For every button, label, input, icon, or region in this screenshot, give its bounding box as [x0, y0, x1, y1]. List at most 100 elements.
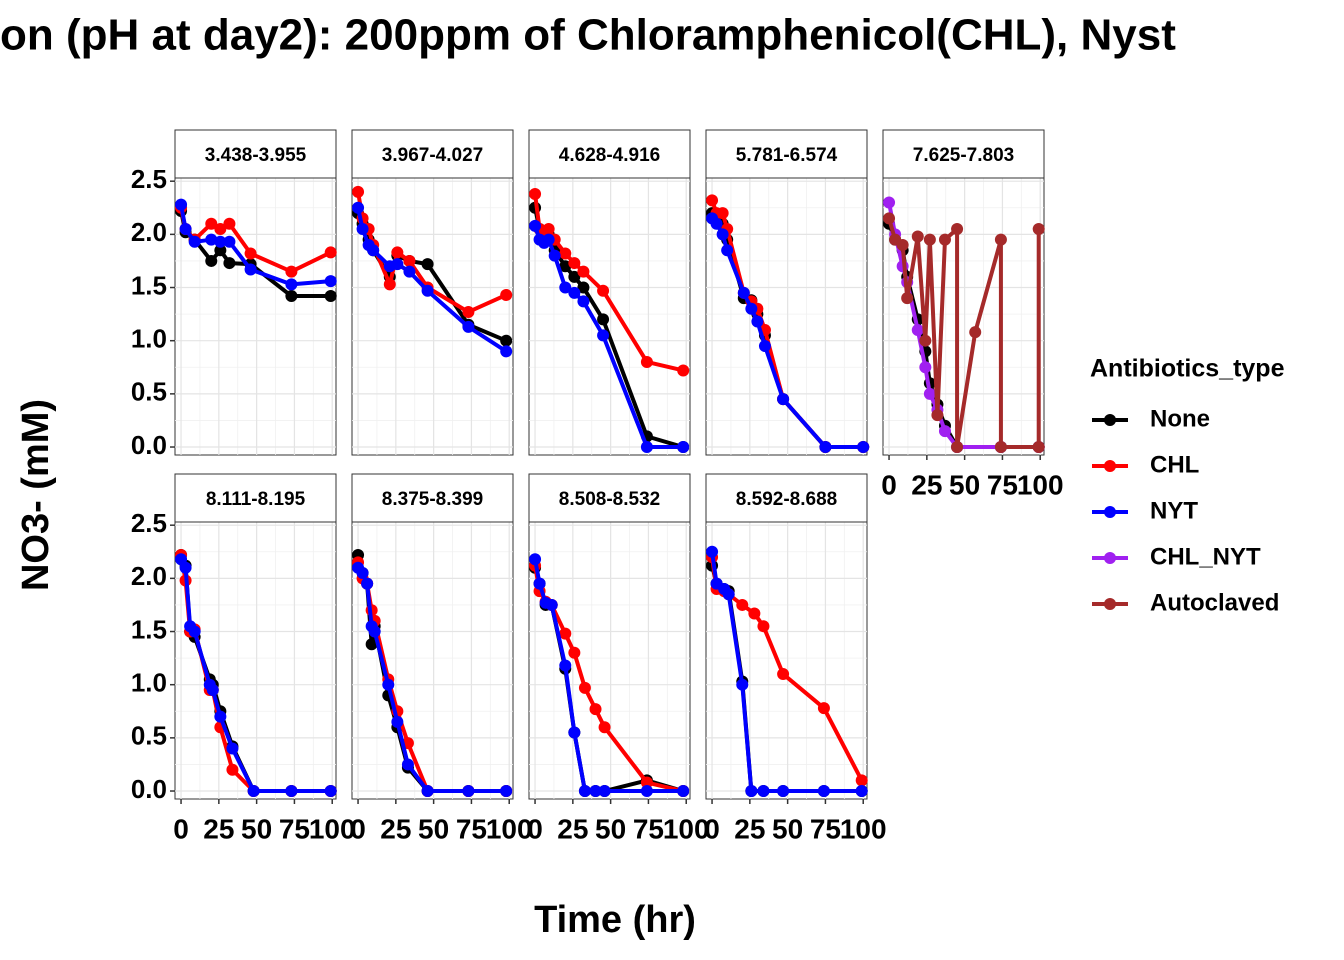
x-tick-label: 0 [173, 813, 189, 844]
data-point [1032, 441, 1045, 454]
data-point [857, 441, 870, 454]
data-point [188, 235, 201, 248]
legend-label: Autoclaved [1150, 589, 1279, 616]
data-point [737, 286, 750, 299]
legend-title: Antibiotics_type [1090, 355, 1285, 383]
data-point [640, 785, 653, 798]
data-point [736, 598, 749, 611]
data-point [736, 678, 749, 691]
data-point [559, 659, 572, 672]
strip-label: 8.375-8.399 [382, 489, 483, 510]
legend-marker [1104, 506, 1116, 518]
data-point [677, 364, 690, 377]
data-point [710, 217, 723, 230]
data-point [757, 620, 770, 633]
data-point [577, 295, 590, 308]
data-point [577, 281, 590, 294]
data-point [223, 217, 236, 230]
data-point [901, 292, 914, 305]
data-point [923, 233, 936, 246]
y-tick-label: 0.5 [131, 721, 167, 751]
data-point [533, 577, 546, 590]
strip-background [705, 473, 868, 523]
x-tick-label: 75 [456, 813, 487, 844]
y-tick-label: 0.0 [131, 430, 167, 460]
strip-background [174, 473, 337, 523]
data-point [205, 233, 218, 246]
panel-background [174, 521, 337, 800]
data-point [559, 247, 572, 260]
strip-background [528, 473, 691, 523]
x-axis-label: Time (hr) [534, 899, 696, 941]
panel-background [528, 521, 691, 800]
data-point [529, 219, 542, 232]
data-point [214, 223, 227, 236]
x-tick-label: 100 [309, 813, 356, 844]
data-point [640, 355, 653, 368]
data-point [721, 244, 734, 257]
data-point [548, 249, 561, 262]
data-point [640, 441, 653, 454]
data-point [223, 235, 236, 248]
data-point [206, 684, 219, 697]
data-point [677, 441, 690, 454]
data-point [175, 198, 188, 211]
data-point [577, 265, 590, 278]
x-tick-label: 25 [911, 469, 942, 500]
data-point [368, 625, 381, 638]
x-tick-label: 25 [557, 813, 588, 844]
data-point [568, 270, 581, 283]
data-point [568, 286, 581, 299]
y-tick-label: 2.5 [131, 164, 167, 194]
data-point [896, 238, 909, 251]
data-point [545, 598, 558, 611]
legend-marker [1104, 460, 1116, 472]
data-point [777, 668, 790, 681]
y-tick-label: 0.5 [131, 377, 167, 407]
data-point [597, 284, 610, 297]
x-tick-label: 0 [527, 813, 543, 844]
x-tick-label: 100 [486, 813, 533, 844]
y-tick-label: 2.5 [131, 508, 167, 538]
data-point [745, 302, 758, 315]
data-point [205, 254, 218, 267]
data-point [559, 627, 572, 640]
data-point [324, 246, 337, 259]
strip-label: 3.438-3.955 [205, 145, 307, 166]
y-tick-label: 2.0 [131, 561, 167, 591]
y-tick-label: 1.5 [131, 270, 167, 300]
y-tick-label: 2.0 [131, 217, 167, 247]
data-point [529, 187, 542, 200]
data-point [994, 233, 1007, 246]
chart-title: on (pH at day2): 200ppm of Chloramphenic… [0, 11, 1176, 60]
data-point [559, 281, 572, 294]
data-point [919, 361, 932, 374]
data-point [383, 278, 396, 291]
data-point [597, 313, 610, 326]
data-point [994, 441, 1007, 454]
data-point [578, 785, 591, 798]
data-point [421, 284, 434, 297]
y-tick-label: 1.0 [131, 324, 167, 354]
data-point [777, 393, 790, 406]
data-point [919, 334, 932, 347]
data-point [285, 290, 298, 303]
data-point [758, 340, 771, 353]
data-point [677, 785, 690, 798]
data-point [356, 223, 369, 236]
data-point [324, 290, 337, 303]
data-point [500, 345, 513, 358]
data-point [285, 265, 298, 278]
data-point [223, 257, 236, 270]
legend-label: CHL_NYT [1150, 543, 1261, 570]
x-tick-label: 50 [418, 813, 449, 844]
data-point [205, 217, 218, 230]
data-point [356, 567, 369, 580]
data-point [361, 577, 374, 590]
data-point [285, 785, 298, 798]
data-point [578, 681, 591, 694]
strip-background [351, 473, 514, 523]
data-point [391, 246, 404, 259]
data-point [777, 785, 790, 798]
data-point [568, 257, 581, 270]
